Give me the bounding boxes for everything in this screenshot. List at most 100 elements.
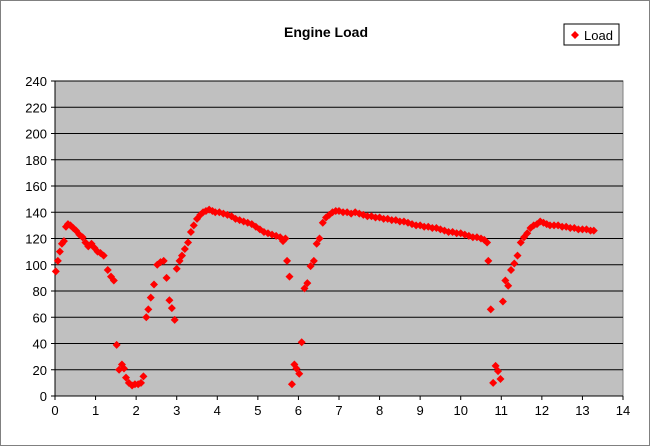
data-point (483, 238, 492, 247)
data-point (306, 262, 315, 271)
y-tick-label: 120 (25, 232, 47, 247)
legend-marker-diamond-icon (571, 31, 579, 39)
data-point (149, 280, 158, 289)
data-point (589, 226, 598, 235)
data-point (51, 267, 60, 276)
data-point (339, 208, 348, 217)
data-point (303, 279, 312, 288)
data-point (165, 296, 174, 305)
data-point (146, 293, 155, 302)
data-point (379, 214, 388, 223)
x-tick-label: 2 (133, 403, 140, 418)
data-point (444, 227, 453, 236)
series-load (51, 205, 598, 390)
data-point (513, 251, 522, 260)
y-tick-label: 160 (25, 179, 47, 194)
x-tick-label: 3 (173, 403, 180, 418)
data-point (297, 338, 306, 347)
data-point (55, 247, 64, 256)
data-point (285, 272, 294, 281)
data-point (498, 297, 507, 306)
data-point (184, 238, 193, 247)
x-tick-label: 13 (575, 403, 589, 418)
y-tick-label: 100 (25, 258, 47, 273)
data-point (211, 208, 220, 217)
x-tick-label: 12 (535, 403, 549, 418)
x-tick-label: 1 (92, 403, 99, 418)
data-point (452, 229, 461, 238)
data-point (59, 237, 68, 246)
data-point (312, 239, 321, 248)
x-tick-label: 10 (453, 403, 467, 418)
data-point (494, 367, 503, 376)
y-tick-label: 40 (33, 337, 47, 352)
data-point (545, 221, 554, 230)
data-point (486, 305, 495, 314)
data-point (170, 315, 179, 324)
legend-box (563, 23, 620, 46)
x-axis: 0 1 2 3 4 5 6 7 8 9 10 11 12 13 14 (51, 395, 630, 418)
y-tick-label: 180 (25, 153, 47, 168)
data-point (103, 266, 112, 274)
data-point (295, 369, 304, 378)
y-tick-label: 0 (40, 389, 47, 404)
data-point (122, 373, 130, 382)
data-point (523, 229, 532, 238)
data-point (281, 234, 290, 243)
data-point (412, 221, 421, 230)
data-point (387, 216, 396, 225)
data-point (99, 251, 108, 260)
legend: Load (563, 23, 620, 46)
data-point (144, 305, 153, 314)
x-tick-label: 7 (335, 403, 342, 418)
data-point (371, 213, 380, 222)
data-point (504, 281, 513, 290)
y-tick-label: 140 (25, 205, 47, 220)
data-point (315, 234, 324, 243)
data-point (162, 273, 171, 282)
y-tick-label: 20 (33, 363, 47, 378)
legend-label: Load (584, 28, 613, 43)
x-tick-label: 11 (495, 403, 509, 418)
y-tick-label: 80 (33, 284, 47, 299)
data-point (507, 266, 516, 274)
data-point (309, 256, 318, 265)
data-point (428, 224, 437, 232)
data-point (159, 256, 168, 265)
x-tick-label: 9 (417, 403, 424, 418)
chart-title: Engine Load (284, 24, 368, 40)
data-point (395, 217, 404, 226)
x-tick-label: 5 (254, 403, 261, 418)
data-point (468, 233, 477, 242)
data-point (300, 284, 309, 293)
data-point (142, 313, 151, 322)
data-point (318, 218, 327, 227)
data-point (137, 378, 146, 387)
data-point (186, 227, 195, 236)
data-point (78, 233, 87, 242)
data-point (489, 378, 498, 387)
data-point (283, 256, 292, 265)
data-point (550, 221, 559, 230)
x-tick-label: 6 (295, 403, 302, 418)
grid-lines (55, 80, 623, 371)
y-tick-label: 200 (25, 127, 47, 142)
x-tick-label: 14 (616, 403, 630, 418)
x-tick-label: 4 (214, 403, 221, 418)
data-point (177, 251, 186, 260)
data-point (566, 224, 575, 232)
data-point (251, 222, 260, 231)
y-tick-label: 240 (25, 74, 47, 89)
data-point (139, 372, 148, 381)
data-point (578, 225, 587, 234)
data-point (363, 212, 372, 221)
data-point (119, 364, 128, 373)
data-point (180, 245, 189, 253)
data-point (287, 380, 296, 389)
data-point (501, 276, 510, 285)
data-point (53, 256, 62, 265)
x-tick-label: 8 (376, 403, 383, 418)
data-point (558, 222, 567, 231)
data-point (112, 340, 121, 349)
